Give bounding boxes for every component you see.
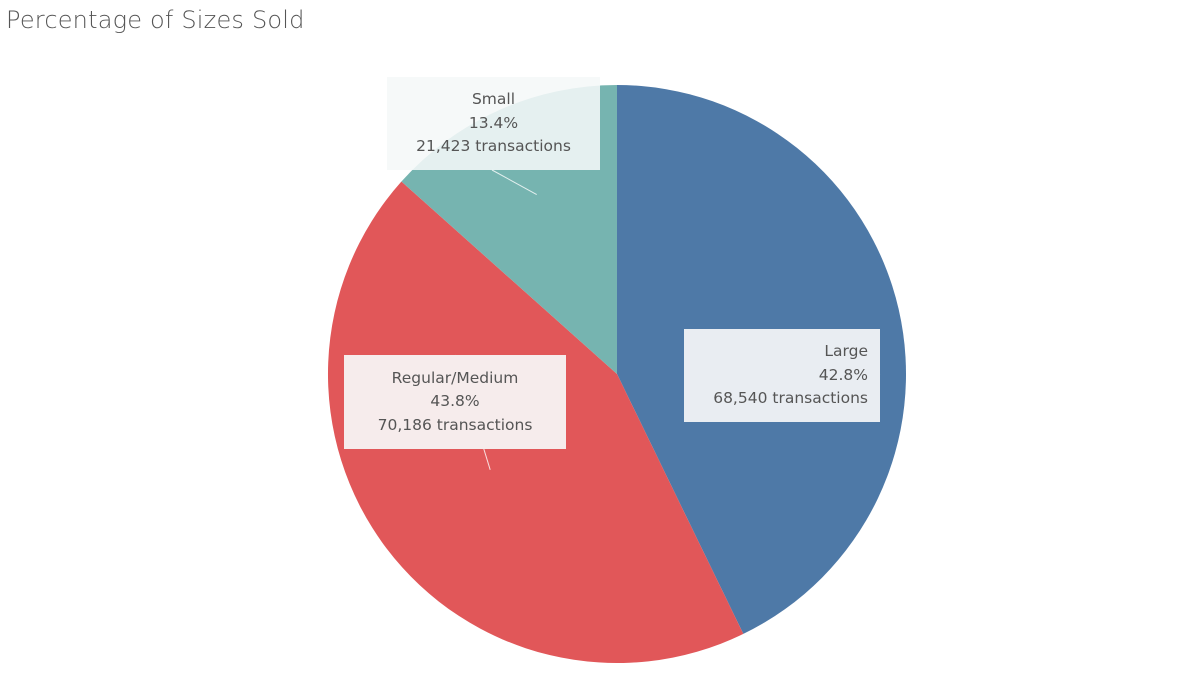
- slice-value-small: 21,423 transactions: [416, 137, 571, 156]
- leader-line-small: [491, 169, 537, 196]
- slice-label-regular: Regular/Medium 43.8% 70,186 transactions: [344, 355, 566, 449]
- slice-percent-large: 42.8%: [818, 365, 868, 384]
- slice-value-large: 68,540 transactions: [713, 389, 868, 408]
- chart-title: Percentage of Sizes Sold: [6, 6, 305, 34]
- slice-label-small: Small 13.4% 21,423 transactions: [387, 77, 600, 170]
- slice-value-regular: 70,186 transactions: [377, 415, 533, 434]
- slice-label-large: Large 42.8% 68,540 transactions: [684, 329, 880, 422]
- slice-name-small: Small: [471, 90, 516, 109]
- slice-name-regular: Regular/Medium: [391, 368, 519, 387]
- slice-name-large: Large: [824, 342, 868, 361]
- slice-percent-small: 13.4%: [468, 113, 519, 132]
- slice-percent-regular: 43.8%: [430, 392, 480, 411]
